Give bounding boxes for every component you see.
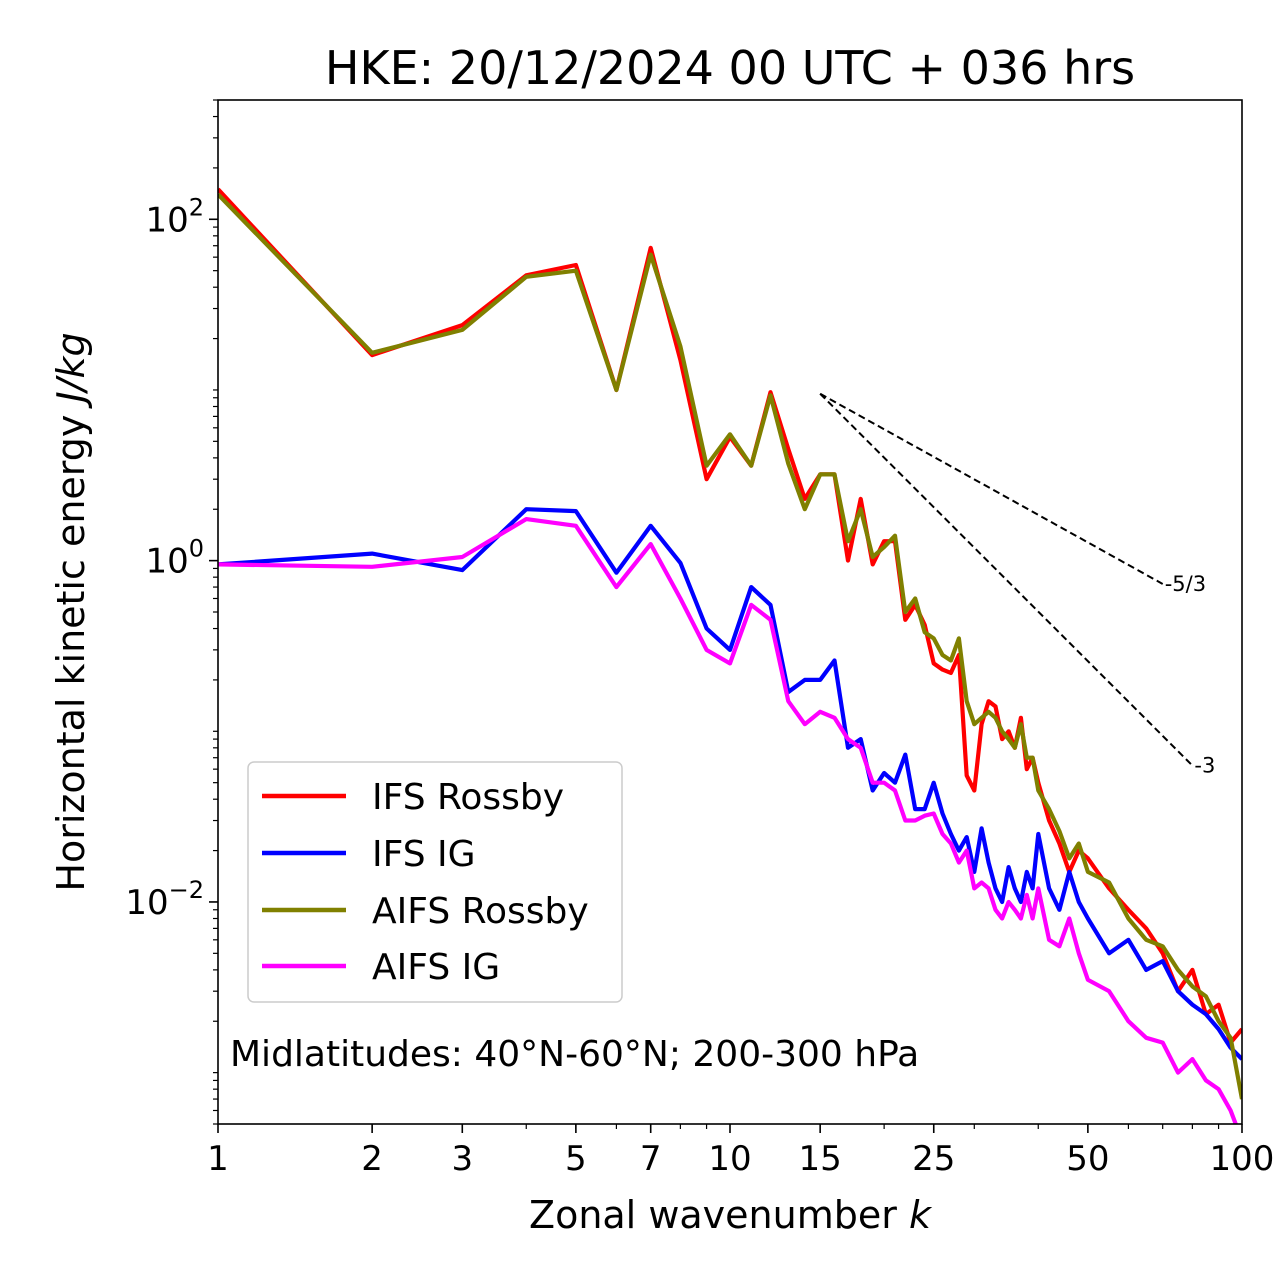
x-tick-label: 10 xyxy=(708,1139,751,1179)
series-lines xyxy=(218,187,1242,1124)
y-tick-label: 102 xyxy=(145,193,204,240)
x-tick-label: 2 xyxy=(361,1139,383,1179)
x-axis-label: Zonal wavenumber k xyxy=(529,1193,933,1237)
minor-ticks xyxy=(213,99,1220,1129)
series-line-ifs-ig xyxy=(218,507,1242,1061)
legend-label-aifs-ig: AIFS IG xyxy=(372,947,500,988)
y-axis-label: Horizontal kinetic energy J/kg xyxy=(49,332,93,891)
chart-title: HKE: 20/12/2024 00 UTC + 036 hrs xyxy=(325,41,1135,95)
legend-label-ifs-rossby: IFS Rossby xyxy=(372,777,564,818)
series-line-aifs-ig xyxy=(218,516,1238,1124)
legend: IFS Rossby IFS IG AIFS Rossby AIFS IG xyxy=(247,761,623,1003)
x-tick-label: 15 xyxy=(799,1139,842,1179)
region-annotation: Midlatitudes: 40°N-60°N; 200-300 hPa xyxy=(230,1034,919,1075)
y-tick-label: 100 xyxy=(145,535,204,582)
x-tick-label: 3 xyxy=(451,1139,473,1179)
x-tick-label: 25 xyxy=(912,1139,955,1179)
x-tick-labels: 1 2 3 5 7 10 15 25 50 100 xyxy=(207,1139,1274,1179)
major-ticks xyxy=(209,218,1243,1133)
reference-slope-lines: -5/3 -3 xyxy=(819,392,1215,778)
x-tick-label: 5 xyxy=(565,1139,587,1179)
x-tick-label: 100 xyxy=(1210,1139,1275,1179)
legend-label-ifs-ig: IFS IG xyxy=(372,834,476,875)
y-tick-label: 10−2 xyxy=(125,876,204,923)
legend-label-aifs-rossby: AIFS Rossby xyxy=(372,891,589,932)
series-line-aifs-rossby xyxy=(218,192,1242,1100)
x-tick-label: 50 xyxy=(1066,1139,1109,1179)
reference-line-label: -3 xyxy=(1194,754,1215,778)
x-tick-label: 7 xyxy=(640,1139,662,1179)
legend-box xyxy=(247,761,623,1003)
reference-line-label: -5/3 xyxy=(1165,572,1206,596)
y-tick-labels: 102 100 10−2 xyxy=(125,193,204,923)
x-tick-label: 1 xyxy=(207,1139,229,1179)
plot-frame xyxy=(217,99,1243,1125)
